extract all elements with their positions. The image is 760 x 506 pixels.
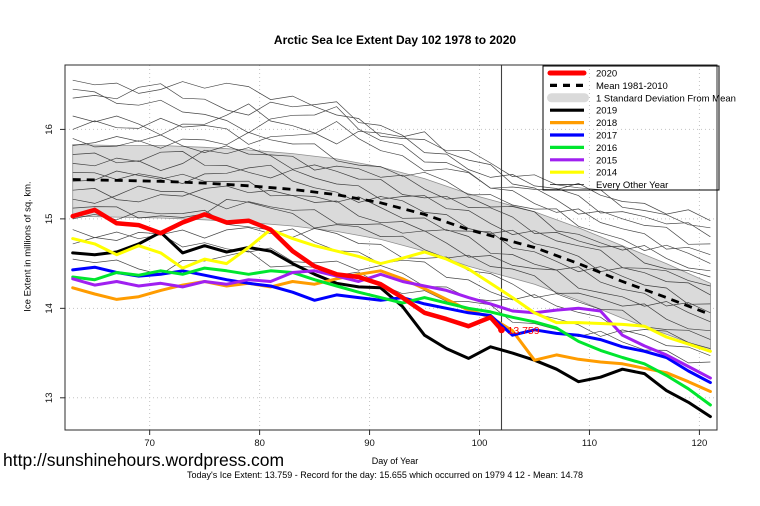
svg-text:Every Other Year: Every Other Year — [596, 180, 668, 191]
svg-text:80: 80 — [254, 438, 265, 449]
y-tick-labels: 13 14 15 16 — [44, 124, 55, 403]
svg-text:2016: 2016 — [596, 143, 617, 154]
svg-text:2015: 2015 — [596, 155, 617, 166]
x-axis-label: Day of Year — [371, 456, 419, 466]
svg-text:2020: 2020 — [596, 69, 617, 80]
svg-text:2019: 2019 — [596, 106, 617, 117]
series-2019 — [71, 230, 712, 419]
chart-title: Arctic Sea Ice Extent Day 102 1978 to 20… — [273, 33, 517, 47]
svg-text:2014: 2014 — [596, 168, 617, 179]
series-2020 — [70, 207, 504, 333]
svg-text:15: 15 — [44, 214, 55, 225]
svg-text:100: 100 — [472, 438, 488, 449]
svg-text:14: 14 — [44, 303, 55, 314]
legend-box — [542, 65, 720, 191]
plot-content — [70, 65, 712, 430]
watermark-url: http://sunshinehours.wordpress.com — [3, 450, 285, 470]
today-point — [498, 326, 505, 334]
y-axis-label: Ice Extent in millions of sq. km. — [22, 181, 34, 312]
series-2014 — [71, 228, 712, 353]
svg-text:13: 13 — [44, 393, 55, 404]
svg-text:2018: 2018 — [596, 118, 617, 129]
svg-text:90: 90 — [364, 438, 375, 449]
today-value-label: 13.759 — [507, 325, 539, 337]
svg-text:2017: 2017 — [596, 131, 617, 142]
x-tick-labels: 70 80 90 100 110 120 — [144, 438, 707, 449]
y-axis-ticks — [60, 128, 65, 399]
x-axis-ticks — [149, 430, 700, 435]
svg-text:70: 70 — [144, 438, 155, 449]
svg-text:120: 120 — [691, 438, 707, 449]
svg-text:16: 16 — [44, 124, 55, 135]
series-2015 — [71, 269, 712, 380]
footer-caption: Today's Ice Extent: 13.759 - Record for … — [187, 470, 583, 480]
plot-border — [64, 64, 718, 431]
series-2016 — [71, 266, 712, 407]
svg-text:Mean 1981-2010: Mean 1981-2010 — [596, 81, 668, 92]
svg-text:1 Standard Deviation From Mean: 1 Standard Deviation From Mean — [596, 93, 736, 104]
svg-text:110: 110 — [582, 438, 597, 449]
